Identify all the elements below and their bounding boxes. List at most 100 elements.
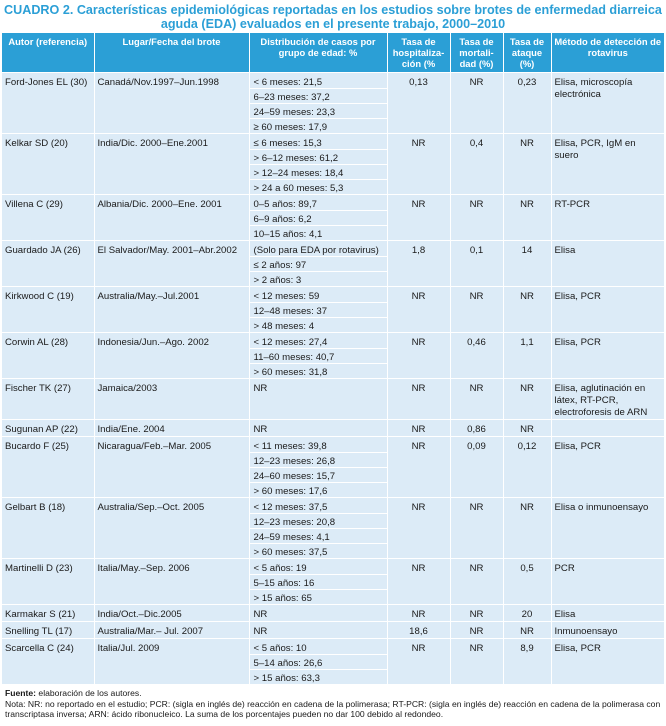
age-group-line: < 5 años: 19 — [253, 563, 307, 574]
header-autor: Autor (referencia) — [2, 33, 95, 73]
cell-ataque: NR — [503, 497, 552, 559]
cell-metodo: Elisa, PCR — [551, 332, 664, 379]
cell-autor: Corwin AL (28) — [2, 332, 95, 379]
cell-lugar: El Salvador/May. 2001–Abr.2002 — [94, 240, 250, 287]
header-lugar: Lugar/Fecha del brote — [94, 33, 250, 73]
cell-lugar: India/Oct.–Dic.2005 — [94, 604, 250, 622]
age-group-line: > 15 años: 65 — [249, 589, 387, 604]
header-metodo: Método de detección de rotavirus — [551, 33, 664, 73]
cell-metodo: Elisa o inmunoensayo — [551, 497, 664, 559]
cell-mortalidad: 0,4 — [450, 133, 504, 195]
table-title: CUADRO 2. Características epidemiológica… — [4, 3, 662, 31]
header-row: Autor (referencia) Lugar/Fecha del brote… — [2, 33, 664, 73]
cell-distribucion: (Solo para EDA por rotavirus) ≤ 2 años: 9… — [249, 240, 388, 287]
cell-autor: Villena C (29) — [2, 194, 95, 241]
cell-hospitalizacion: NR — [387, 194, 451, 241]
age-group-line: > 15 años: 63,3 — [249, 669, 387, 684]
age-group-line: < 12 meses: 27,4 — [253, 337, 328, 348]
cell-ataque: NR — [503, 378, 552, 420]
cell-lugar: Jamaica/2003 — [94, 378, 250, 420]
cell-autor: Kelkar SD (20) — [2, 133, 95, 195]
footer: Fuente: elaboración de los autores. Nota… — [0, 684, 666, 720]
age-group-line: < 11 meses: 39,8 — [253, 441, 327, 452]
cell-metodo: Elisa, PCR — [551, 286, 664, 333]
cell-ataque: 1,1 — [503, 332, 552, 379]
cell-metodo: PCR — [551, 558, 664, 605]
age-group-line: 12–23 meses: 26,8 — [249, 452, 387, 467]
table-row: Fischer TK (27) Jamaica/2003 NR NR NR NR Elisa… — [2, 378, 664, 420]
age-group-line: < 5 años: 10 — [253, 643, 307, 654]
table-row: Guardado JA (26) El Salvador/May. 2001–Ab… — [2, 240, 664, 287]
footer-fuente: Fuente: elaboración de los autores. — [5, 688, 661, 699]
age-group-line: NR — [253, 626, 268, 637]
cell-distribucion: < 12 meses: 37,5 12–23 meses: 20,8 24–59 m… — [249, 497, 388, 559]
header-hospitalizacion: Tasa de hospitaliza-ción (% — [387, 33, 451, 73]
cell-autor: Sugunan AP (22) — [2, 419, 95, 437]
cell-lugar: Italia/May.–Sep. 2006 — [94, 558, 250, 605]
cell-mortalidad: NR — [450, 497, 504, 559]
age-group-line: 11–60 meses: 40,7 — [249, 348, 387, 363]
cell-hospitalizacion: NR — [387, 436, 451, 498]
age-group-line: NR — [253, 383, 268, 394]
cell-metodo: Elisa — [551, 240, 664, 287]
cell-hospitalizacion: NR — [387, 332, 451, 379]
cell-autor: Scarcella C (24) — [2, 638, 95, 684]
age-group-line: 5–15 años: 16 — [249, 574, 387, 589]
cell-autor: Karmakar S (21) — [2, 604, 95, 622]
cell-hospitalizacion: NR — [387, 286, 451, 333]
age-group-line: ≤ 6 meses: 15,3 — [253, 138, 322, 149]
cell-distribucion: NR — [249, 419, 388, 437]
age-group-line: 24–59 meses: 4,1 — [249, 528, 387, 543]
cell-autor: Martinelli D (23) — [2, 558, 95, 605]
cell-hospitalizacion: NR — [387, 558, 451, 605]
cell-ataque: 14 — [503, 240, 552, 287]
age-group-line: > 12–24 meses: 18,4 — [249, 164, 387, 179]
cell-distribucion: 0–5 años: 89,7 6–9 años: 6,2 10–15 años: 4… — [249, 194, 388, 241]
cell-mortalidad: 0,09 — [450, 436, 504, 498]
cell-mortalidad: NR — [450, 558, 504, 605]
cell-distribucion: NR — [249, 378, 388, 420]
table-row: Gelbart B (18) Australia/Sep.–Oct. 2005 < … — [2, 497, 664, 559]
cell-hospitalizacion: NR — [387, 497, 451, 559]
table-row: Karmakar S (21) India/Oct.–Dic.2005 NR NR NR… — [2, 604, 664, 622]
cell-metodo: Elisa — [551, 604, 664, 622]
cell-lugar: Nicaragua/Feb.–Mar. 2005 — [94, 436, 250, 498]
cell-hospitalizacion: 18,6 — [387, 621, 451, 639]
table-row: Ford-Jones EL (30) Canadá/Nov.1997–Jun.19… — [2, 72, 664, 134]
cell-ataque: NR — [503, 419, 552, 437]
header-mortalidad: Tasa de mortali-dad (%) — [450, 33, 504, 73]
cell-autor: Bucardo F (25) — [2, 436, 95, 498]
cell-ataque: 8,9 — [503, 638, 552, 684]
table-row: Scarcella C (24) Italia/Jul. 2009 < 5 años… — [2, 638, 664, 684]
cell-lugar: Australia/Mar.– Jul. 2007 — [94, 621, 250, 639]
age-group-line: 6–23 meses: 37,2 — [249, 88, 387, 103]
table-row: Sugunan AP (22) India/Ene. 2004 NR NR 0,86 NR — [2, 419, 664, 437]
cell-hospitalizacion: NR — [387, 133, 451, 195]
cell-ataque: 20 — [503, 604, 552, 622]
cell-autor: Fischer TK (27) — [2, 378, 95, 420]
table-row: Kirkwood C (19) Australia/May.–Jul.2001 < … — [2, 286, 664, 333]
cell-ataque: NR — [503, 286, 552, 333]
cell-autor: Guardado JA (26) — [2, 240, 95, 287]
table-row: Kelkar SD (20) India/Dic. 2000–Ene.2001 ≤ … — [2, 133, 664, 195]
age-group-line: 10–15 años: 4,1 — [249, 225, 387, 240]
footer-nota: Nota: NR: no reportado en el estudio; PC… — [5, 698, 661, 720]
cell-hospitalizacion: 1,8 — [387, 240, 451, 287]
cell-ataque: NR — [503, 133, 552, 195]
table-row: Bucardo F (25) Nicaragua/Feb.–Mar. 2005 < … — [2, 436, 664, 498]
cell-distribucion: < 5 años: 10 5–14 años: 26,6 > 15 años: 63… — [249, 638, 388, 684]
age-group-line: (Solo para EDA por rotavirus) — [253, 245, 379, 256]
cell-distribucion: NR — [249, 621, 388, 639]
cell-autor: Gelbart B (18) — [2, 497, 95, 559]
cell-mortalidad: NR — [450, 72, 504, 134]
cell-lugar: India/Dic. 2000–Ene.2001 — [94, 133, 250, 195]
cell-metodo: Elisa, aglutinación en látex, RT-PCR, el… — [551, 378, 664, 420]
age-group-line: 24–59 meses: 23,3 — [249, 103, 387, 118]
cell-lugar: India/Ene. 2004 — [94, 419, 250, 437]
cell-mortalidad: NR — [450, 194, 504, 241]
age-group-line: 12–48 meses: 37 — [249, 302, 387, 317]
cell-autor: Ford-Jones EL (30) — [2, 72, 95, 134]
cell-mortalidad: NR — [450, 621, 504, 639]
cell-mortalidad: NR — [450, 638, 504, 684]
age-group-line: 0–5 años: 89,7 — [253, 199, 317, 210]
